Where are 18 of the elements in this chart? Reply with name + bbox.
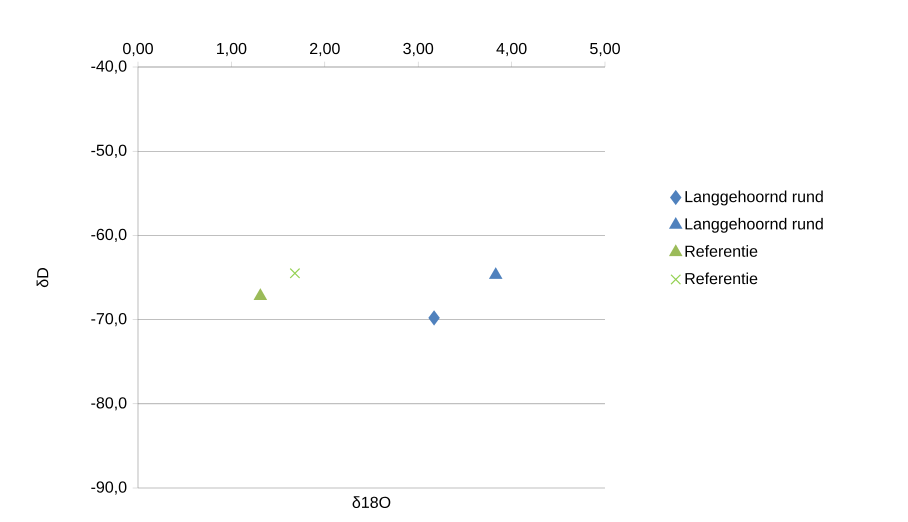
legend-label: Langgehoornd rund — [686, 218, 823, 233]
y-tick-label: -60,0 — [91, 228, 126, 242]
x-axis-title: δ18O — [352, 496, 390, 508]
y-tick-label: -90,0 — [91, 481, 126, 495]
legend-label: Referentie — [686, 272, 758, 284]
y-tick-label: -70,0 — [91, 313, 126, 326]
x-tick-label: 4,00 — [496, 42, 527, 56]
y-tick-label: -40,0 — [91, 60, 126, 74]
legend-label: Langgehoornd rund — [686, 190, 823, 206]
x-tick-label: 0,00 — [123, 42, 153, 56]
y-tick-label: -80,0 — [91, 397, 126, 410]
x-tick-label: 3,00 — [403, 42, 434, 56]
y-tick-label: -50,0 — [91, 144, 126, 158]
y-axis-title: δD — [36, 268, 48, 288]
legend-label: Referentie — [686, 245, 758, 257]
x-tick-label: 5,00 — [590, 42, 620, 56]
x-tick-label: 1,00 — [217, 42, 246, 56]
x-tick-label: 2,00 — [310, 42, 340, 56]
